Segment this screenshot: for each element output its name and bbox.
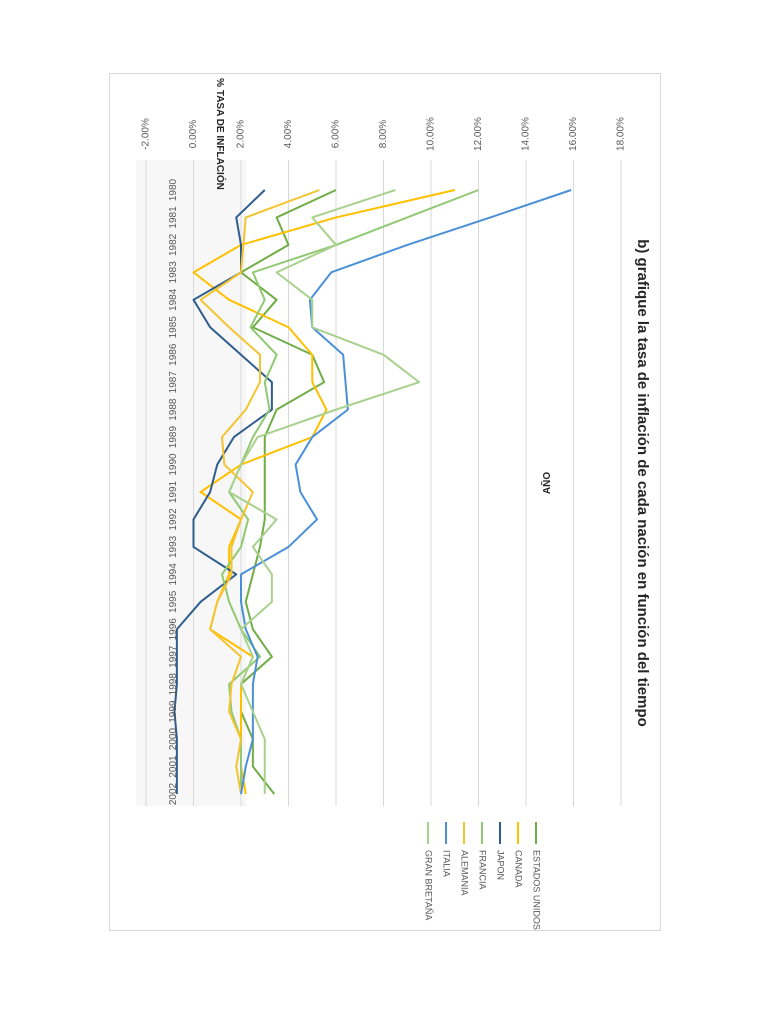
legend-label: ITALIA	[442, 850, 452, 877]
y-axis-title: % TASA DE INFLACIÓN	[214, 78, 227, 190]
x-tick-label: 1984	[168, 288, 179, 311]
chart-svg: -2.00% 0.00% 2.00% 4.00% 6.00% 8.00% 10.00% 12.…	[136, 78, 651, 930]
x-tick-label: 2000	[168, 728, 179, 751]
x-tick-label: 1998	[168, 673, 179, 696]
series-line	[228, 189, 421, 794]
series-line	[173, 189, 273, 794]
x-tick-label: 1999	[168, 700, 179, 723]
x-tick-label: 1995	[168, 590, 179, 613]
y-tick-label: 8.00%	[378, 120, 389, 148]
series-line	[192, 189, 455, 795]
y-tick-label: 12.00%	[473, 117, 484, 151]
x-tick-label: 2001	[168, 755, 179, 778]
plot-area-background	[136, 160, 246, 806]
y-tick-label: 4.00%	[283, 120, 294, 148]
x-tick-label: 1996	[168, 618, 179, 641]
x-tick-label: 1980	[168, 178, 179, 201]
y-tick-label: 14.00%	[521, 117, 532, 151]
y-tick-label: 0.00%	[188, 120, 199, 148]
legend-label: ALEMANIA	[460, 850, 470, 896]
chart-frame: -2.00% 0.00% 2.00% 4.00% 6.00% 8.00% 10.00% 12.…	[109, 73, 661, 931]
x-tick-label: 1989	[168, 426, 179, 449]
series-line	[240, 189, 572, 795]
legend-label: JAPON	[496, 850, 506, 880]
x-tick-label: 1988	[168, 398, 179, 421]
y-tick-label: -2.00%	[141, 118, 152, 150]
y-tick-label: 2.00%	[236, 120, 247, 148]
x-axis-title: AÑO	[540, 472, 553, 494]
x-tick-label: 1990	[168, 453, 179, 476]
chart-title: b) grafique la tasa de inflación de cada…	[634, 239, 651, 727]
x-tick-label: 1987	[168, 371, 179, 394]
legend-label: GRAN BRETAÑA	[424, 850, 434, 920]
x-tick-label: 1994	[168, 563, 179, 586]
x-tick-label: 1982	[168, 233, 179, 256]
legend-label: ESTADOS UNIDOS	[532, 850, 542, 930]
x-tick-label: 1993	[168, 535, 179, 558]
legend-label: CANADA	[514, 850, 524, 888]
y-tick-label: 6.00%	[331, 120, 342, 148]
y-tick-label: 18.00%	[616, 117, 627, 151]
x-tick-label: 1985	[168, 316, 179, 339]
series-line	[199, 189, 320, 795]
series-line	[221, 189, 479, 794]
x-tick-label: 1986	[168, 343, 179, 366]
x-tick-label: 1983	[168, 261, 179, 284]
x-tick-label: 1991	[168, 480, 179, 503]
y-tick-label: 10.00%	[426, 117, 437, 151]
x-tick-label: 2002	[168, 782, 179, 805]
x-tick-label: 1997	[168, 645, 179, 668]
y-tick-label: 16.00%	[568, 117, 579, 151]
x-tick-label: 1981	[168, 206, 179, 229]
x-tick-label: 1992	[168, 508, 179, 531]
legend-label: FRANCIA	[478, 850, 488, 890]
